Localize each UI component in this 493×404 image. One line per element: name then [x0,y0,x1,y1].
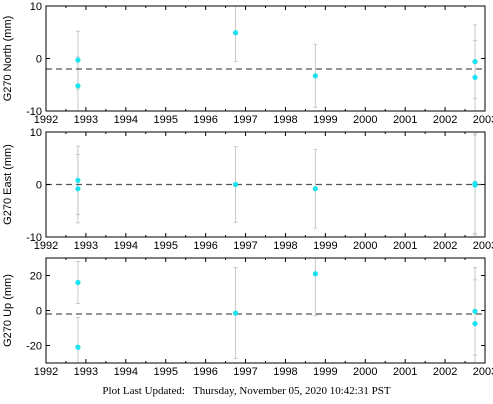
chart-panel: 1992 1993 1994 1995 1996 1997 1998 1999 2000 2001… [2,1,493,126]
y-axis-label: G270 East (mm) [2,144,14,225]
data-point [472,59,478,65]
x-tick-label: 1994 [114,366,138,378]
x-tick-label: 1992 [34,366,58,378]
x-tick-label: 2001 [393,114,417,126]
footer-timestamp: Thursday, November 05, 2020 10:42:31 PST [192,385,391,397]
x-tick-label: 1997 [233,114,257,126]
x-tick-label: 1994 [114,114,138,126]
x-tick-label: 1992 [34,240,58,252]
footer: Plot Last Updated: Thursday, November 05… [0,385,493,397]
data-point [232,181,239,188]
x-tick-label: 2003 [473,114,493,126]
x-tick-label: 1999 [313,240,337,252]
x-tick-label: 1996 [193,114,217,126]
x-tick-label: 1993 [74,240,98,252]
plot-frame [45,5,486,112]
x-tick-label: 1998 [273,366,297,378]
data-point [75,83,81,89]
y-axis-label: G270 North (mm) [2,16,14,102]
data-point [75,344,81,350]
x-tick-label: 1997 [233,240,257,252]
chart-panel: 1992 1993 1994 1995 1996 1997 1998 1999 2000 2001… [2,257,493,378]
plot-frame [45,257,486,364]
x-tick-label: 1995 [153,240,177,252]
data-point [472,308,478,314]
chart-panel: 1992 1993 1994 1995 1996 1997 1998 1999 2000 2001… [2,127,493,252]
data-point [472,74,478,80]
x-tick-label: 1999 [313,114,337,126]
x-tick-label: 2000 [353,114,377,126]
x-tick-label: 1993 [74,366,98,378]
x-tick-label: 2000 [353,366,377,378]
y-tick-label: 10 [30,1,42,13]
data-point [75,186,81,192]
data-point [232,30,239,36]
x-tick-label: 1999 [313,366,337,378]
data-point [312,186,318,192]
x-tick-label: 2000 [353,240,377,252]
x-tick-label: 1995 [153,366,177,378]
x-tick-label: 2003 [473,240,493,252]
data-point [312,73,318,79]
x-tick-label: 1998 [273,240,297,252]
x-tick-label: 2001 [393,366,417,378]
x-tick-label: 1993 [74,114,98,126]
y-tick-label: 0 [36,54,42,66]
footer-label: Plot Last Updated: [102,385,185,397]
x-tick-label: 2002 [433,114,457,126]
x-tick-label: 2003 [473,366,493,378]
data-point [312,271,318,277]
y-axis-label: G270 Up (mm) [2,274,14,347]
data-point [472,321,478,327]
y-tick-label: 20 [30,271,42,283]
x-tick-label: 1998 [273,114,297,126]
x-tick-label: 2001 [393,240,417,252]
x-tick-label: 1996 [193,240,217,252]
x-tick-label: 1992 [34,114,58,126]
data-point [232,310,239,316]
y-tick-label: 0 [36,180,42,192]
data-point [75,57,81,63]
data-point [75,177,81,183]
data-point [472,182,478,188]
x-tick-label: 2002 [433,240,457,252]
y-tick-label: -20 [26,341,42,353]
x-tick-label: 1995 [153,114,177,126]
y-tick-label: 10 [30,127,42,139]
x-tick-label: 2002 [433,366,457,378]
x-tick-label: 1994 [114,240,138,252]
x-tick-label: 1996 [193,366,217,378]
data-point [75,279,81,286]
y-tick-label: -10 [26,232,42,244]
y-tick-label: 0 [36,306,42,318]
y-tick-label: -10 [26,106,42,118]
x-tick-label: 1997 [233,366,257,378]
